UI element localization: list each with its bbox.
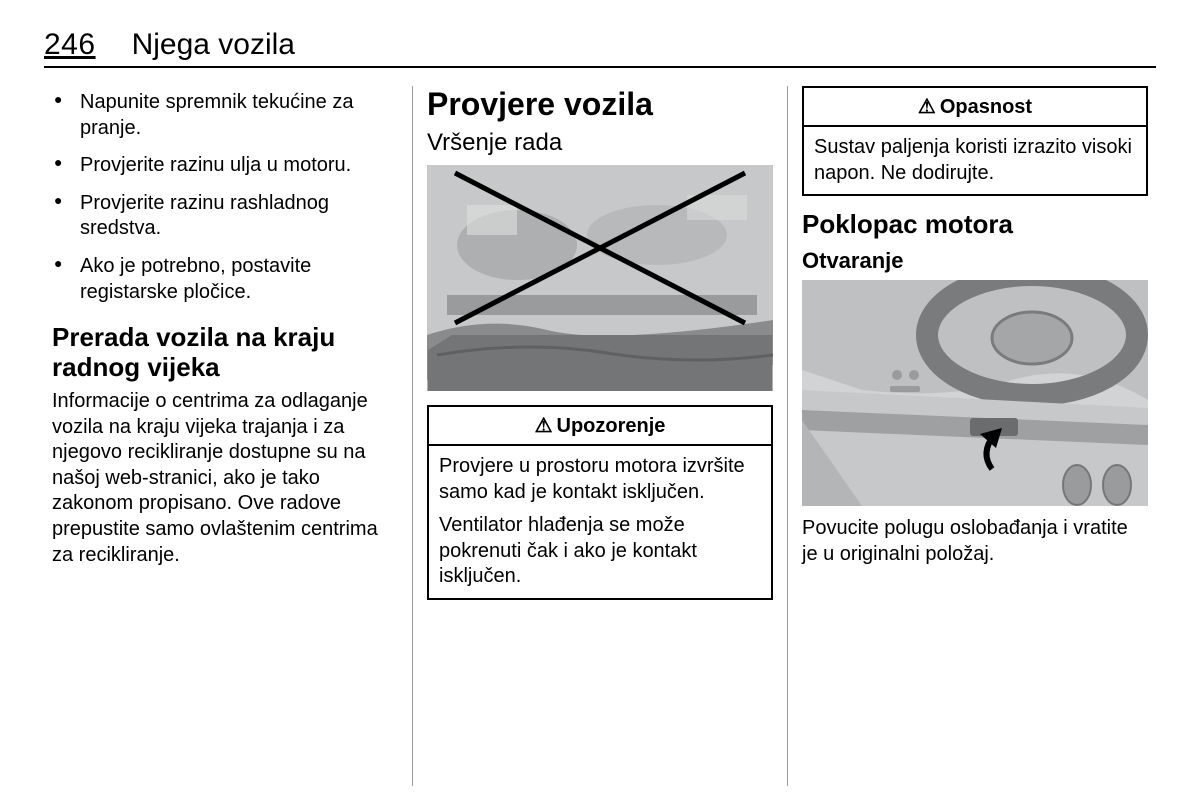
list-item: Provjerite razinu rashladnog sredstva.	[52, 191, 398, 242]
list-item: Napunite spremnik tekućine za pranje.	[52, 90, 398, 141]
list-item: Provjerite razinu ulja u motoru.	[52, 153, 398, 179]
figure-hood-release	[802, 280, 1148, 506]
danger-title: ⚠Opasnost	[804, 88, 1146, 127]
danger-text: Sustav paljenja koristi izrazito visoki …	[814, 135, 1136, 186]
warning-title: ⚠Upozorenje	[429, 407, 771, 446]
column-separator	[412, 86, 413, 786]
warning-text-1: Provjere u prostoru motora izvršite samo…	[439, 454, 761, 505]
heading-checks: Provjere vozila	[427, 86, 773, 123]
subheading-work: Vršenje rada	[427, 129, 773, 157]
column-2: Provjere vozila Vršenje rada	[419, 86, 781, 786]
manual-page: 246 Njega vozila Napunite spremnik tekuć…	[0, 0, 1200, 802]
column-3: ⚠Opasnost Sustav paljenja koristi izrazi…	[794, 86, 1156, 786]
heading-recycling: Prerada vozila na kraju radnog vijeka	[52, 323, 398, 383]
column-1: Napunite spremnik tekućine za pranje. Pr…	[44, 86, 406, 786]
column-separator	[787, 86, 788, 786]
figure-engine-bay	[427, 165, 773, 391]
page-header: 246 Njega vozila	[44, 28, 1156, 68]
chapter-title: Njega vozila	[132, 28, 295, 62]
paragraph-recycling: Informacije o centrima za odlaganje vozi…	[52, 389, 398, 568]
content-columns: Napunite spremnik tekućine za pranje. Pr…	[44, 86, 1156, 786]
danger-body: Sustav paljenja koristi izrazito visoki …	[804, 127, 1146, 194]
paragraph-lever: Povucite polugu oslobađanja i vratite je…	[802, 516, 1148, 567]
list-item: Ako je potrebno, postavite registarske p…	[52, 254, 398, 305]
warning-icon: ⚠	[535, 415, 553, 437]
danger-label: Opasnost	[940, 96, 1032, 118]
warning-text-2: Ventilator hlađenja se može pokrenuti ča…	[439, 513, 761, 590]
warning-body: Provjere u prostoru motora izvršite samo…	[429, 446, 771, 598]
warning-callout: ⚠Upozorenje Provjere u prostoru motora i…	[427, 405, 773, 600]
warning-label: Upozorenje	[557, 415, 666, 437]
bullet-list: Napunite spremnik tekućine za pranje. Pr…	[52, 90, 398, 305]
subheading-opening: Otvaranje	[802, 248, 1148, 274]
heading-hood: Poklopac motora	[802, 210, 1148, 240]
page-number: 246	[44, 28, 96, 62]
danger-callout: ⚠Opasnost Sustav paljenja koristi izrazi…	[802, 86, 1148, 196]
warning-icon: ⚠	[918, 96, 936, 118]
